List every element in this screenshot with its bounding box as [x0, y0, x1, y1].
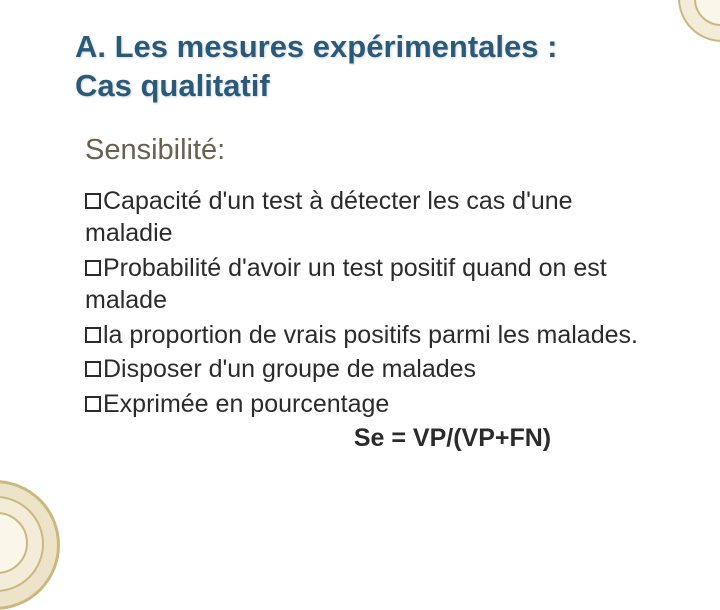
bullet-item: la proportion de vrais positifs parmi le…	[85, 319, 660, 352]
bullet-item: Probabilité d'avoir un test positif quan…	[85, 252, 660, 317]
checkbox-icon	[85, 361, 101, 377]
checkbox-icon	[85, 396, 101, 412]
slide-subtitle: Sensibilité:	[85, 134, 660, 167]
checkbox-icon	[85, 260, 101, 276]
checkbox-icon	[85, 193, 101, 209]
bullet-text: la proportion de vrais positifs parmi le…	[103, 321, 638, 349]
bullet-item: Capacité d'un test à détecter les cas d'…	[85, 185, 660, 250]
bullet-text: Disposer d'un groupe de malades	[103, 355, 476, 383]
slide-title: A. Les mesures expérimentales : Cas qual…	[75, 28, 660, 106]
slide: A. Les mesures expérimentales : Cas qual…	[0, 0, 720, 540]
decoration-top-right	[678, 0, 720, 42]
bullet-item: Exprimée en pourcentage	[85, 388, 660, 421]
formula: Se = VP/(VP+FN)	[245, 422, 660, 455]
title-line-2: Cas qualitatif	[75, 68, 270, 103]
bullet-text: Exprimée en pourcentage	[103, 390, 389, 418]
bullet-list: Capacité d'un test à détecter les cas d'…	[85, 185, 660, 455]
bullet-text: Probabilité d'avoir un test positif quan…	[85, 254, 607, 315]
decoration-bottom-left	[0, 484, 56, 540]
title-line-1: A. Les mesures expérimentales :	[75, 29, 557, 64]
bullet-item: Disposer d'un groupe de malades	[85, 353, 660, 386]
checkbox-icon	[85, 327, 101, 343]
bullet-text: Capacité d'un test à détecter les cas d'…	[85, 187, 573, 248]
